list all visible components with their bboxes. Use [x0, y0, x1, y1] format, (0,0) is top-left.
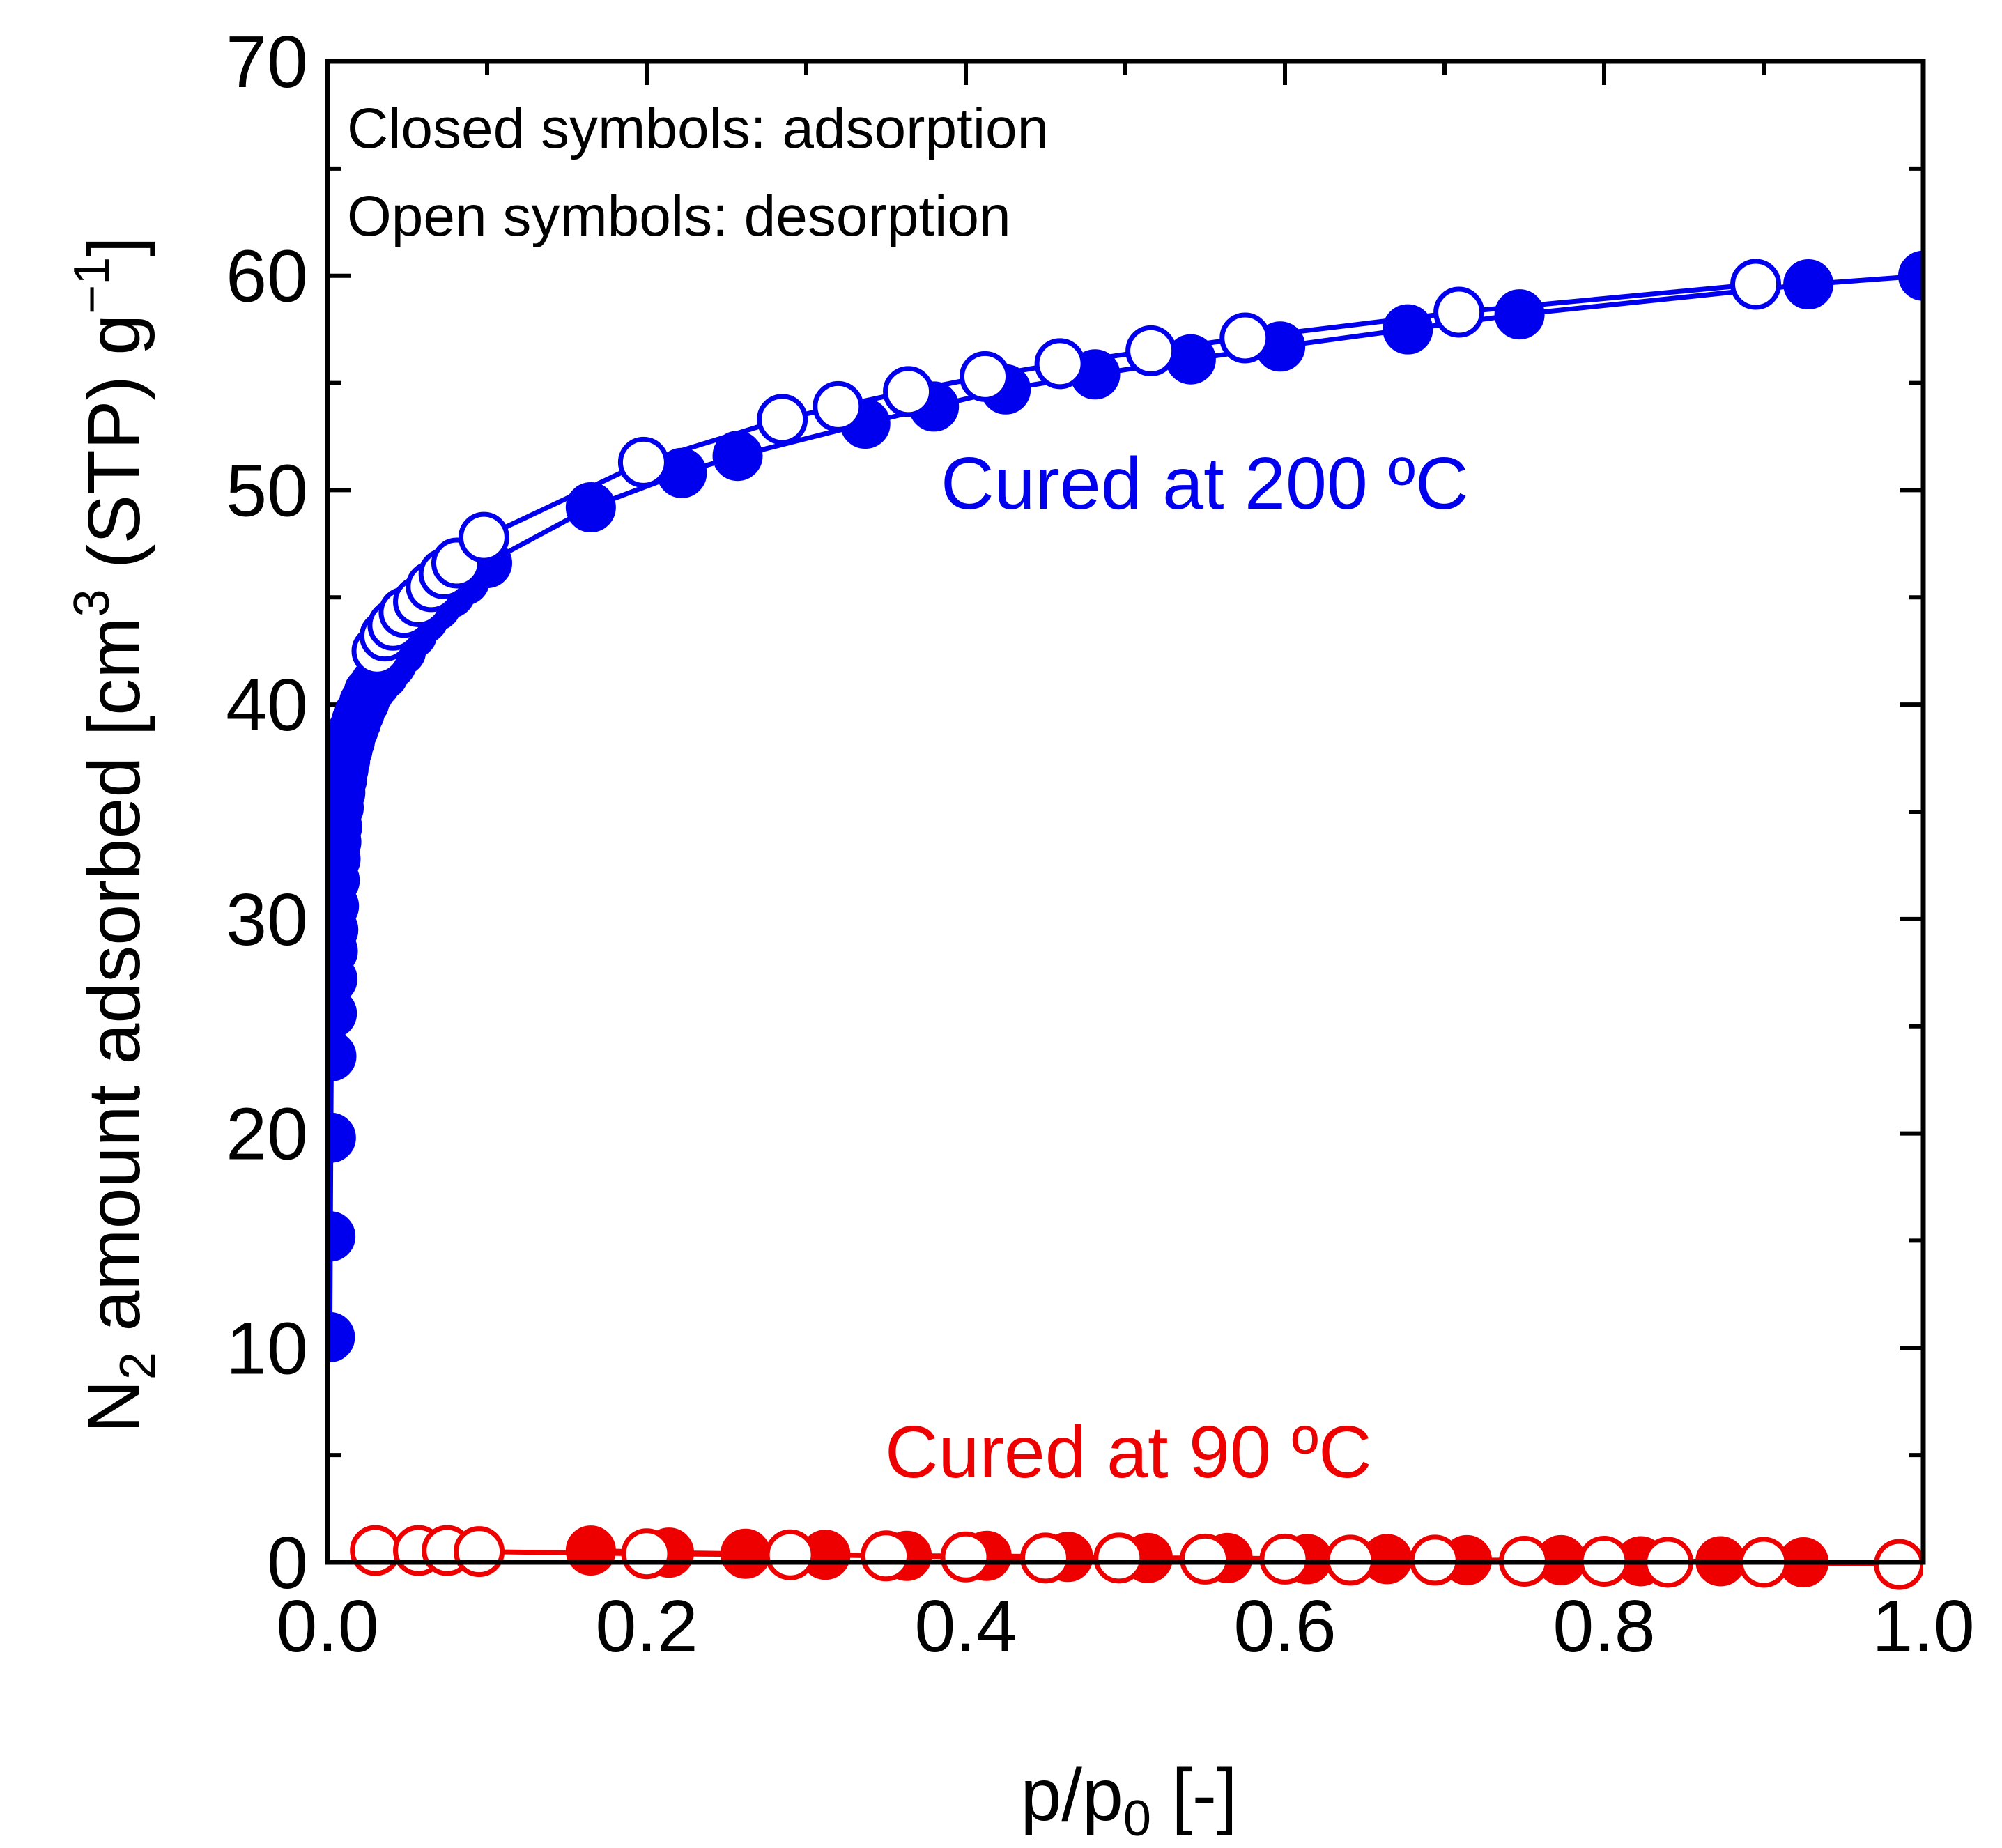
desorption-point-1	[1219, 312, 1271, 364]
y-tick-label: 10	[226, 1307, 308, 1389]
adsorption-point-2	[720, 1528, 771, 1579]
adsorption-point-0	[328, 1211, 356, 1262]
desorption-point-1	[617, 436, 669, 488]
x-axis-title-tail: [-]	[1151, 1754, 1238, 1836]
y-tick-label: 60	[226, 236, 308, 318]
tick-labels: 0.0 0.2 0.4 0.6 0.8 1.0 0 10 20 30 40 50 60 70	[226, 21, 1975, 1668]
desorption-point-3	[1259, 1533, 1311, 1585]
y-axis-title-d: ]	[73, 236, 155, 256]
desorption-point-3	[350, 1525, 401, 1576]
desorption-point-3	[454, 1526, 505, 1578]
y-axis-title-b: amount adsorbed [cm	[73, 617, 155, 1352]
x-tick-label: 0.2	[595, 1585, 698, 1668]
desorption-point-1	[1034, 338, 1086, 390]
desorption-point-3	[861, 1530, 911, 1582]
plot-frame	[325, 59, 1926, 1565]
x-tick-label: 0.6	[1233, 1585, 1336, 1668]
adsorption-point-0	[328, 1112, 356, 1163]
desorption-point-3	[764, 1529, 816, 1580]
series-markers	[328, 250, 1923, 1590]
desorption-point-3	[621, 1528, 672, 1580]
x-axis-title: p/p0 [-]	[1020, 1754, 1237, 1847]
x-tick-label: 0.0	[276, 1585, 378, 1668]
y-tick-label: 40	[226, 664, 308, 746]
adsorption-point-0	[1783, 259, 1834, 310]
series-label-200c: Cured at 200 ºC	[941, 442, 1469, 525]
series-line-0	[328, 273, 1923, 1337]
y-axis-title-a-sub: 2	[110, 1352, 166, 1380]
adsorption-point-0	[1383, 304, 1433, 355]
axis-ticks	[325, 59, 1925, 1564]
x-tick-label: 1.0	[1872, 1585, 1974, 1668]
x-tick-label: 0.8	[1553, 1585, 1655, 1668]
note-closed-symbols: Closed symbols: adsorption	[347, 97, 1049, 160]
x-axis-title-base: p/p	[1020, 1754, 1123, 1836]
adsorption-point-0	[1898, 250, 1923, 301]
adsorption-point-0	[712, 431, 763, 482]
y-axis-title-b-sup: 3	[64, 589, 120, 617]
adsorption-point-2	[565, 1525, 616, 1576]
y-axis-title-c-sup: −1	[64, 257, 120, 314]
y-tick-label: 0	[267, 1522, 308, 1604]
note-open-symbols: Open symbols: desorption	[347, 185, 1011, 248]
desorption-point-3	[1020, 1532, 1071, 1584]
adsorption-point-0	[565, 482, 616, 533]
desorption-point-3	[1093, 1532, 1145, 1584]
y-tick-label: 70	[226, 21, 308, 103]
desorption-point-1	[1730, 259, 1782, 310]
desorption-point-1	[1125, 325, 1177, 376]
desorption-point-1	[883, 366, 934, 417]
desorption-point-1	[458, 511, 509, 563]
y-tick-label: 30	[226, 879, 308, 961]
desorption-point-1	[959, 351, 1010, 402]
desorption-point-1	[813, 380, 864, 432]
desorption-point-1	[1433, 286, 1485, 338]
desorption-point-3	[940, 1531, 992, 1583]
desorption-point-1	[757, 394, 808, 445]
x-axis-title-sub: 0	[1123, 1791, 1151, 1847]
y-tick-label: 20	[226, 1093, 308, 1176]
y-axis-title-c: (STP) g	[73, 314, 155, 590]
x-tick-label: 0.4	[914, 1585, 1017, 1668]
series-label-90c: Cured at 90 ºC	[885, 1411, 1372, 1493]
y-tick-label: 50	[226, 449, 308, 532]
adsorption-point-0	[328, 1031, 357, 1081]
adsorption-point-0	[1494, 289, 1545, 340]
desorption-point-3	[1180, 1533, 1231, 1585]
y-axis-title-a: N	[73, 1380, 155, 1433]
y-axis-title: N2 amount adsorbed [cm3 (STP) g−1]	[64, 236, 166, 1433]
